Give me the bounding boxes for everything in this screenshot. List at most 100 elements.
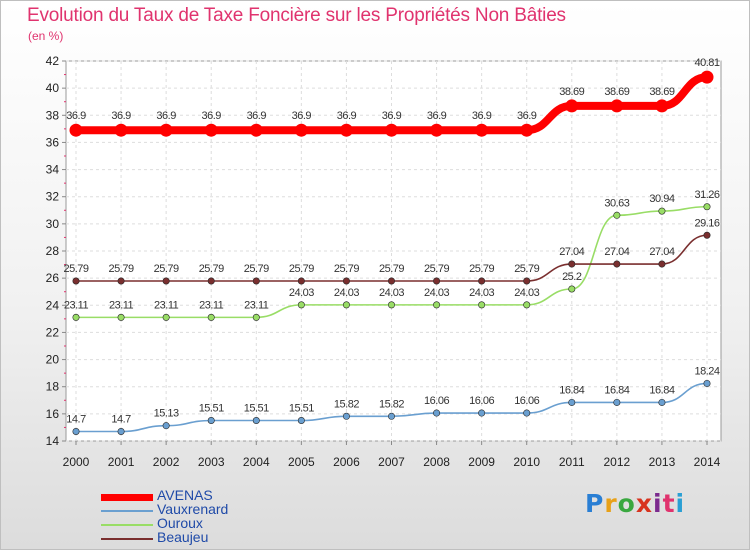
data-label-ouroux: 24.03 xyxy=(514,287,539,299)
data-point-beaujeu xyxy=(568,260,576,268)
data-label-beaujeu: 25.79 xyxy=(514,263,539,275)
data-label-vauxrenard: 15.82 xyxy=(334,398,359,410)
legend-swatch xyxy=(101,524,153,526)
data-label-vauxrenard: 16.06 xyxy=(514,395,539,407)
data-label-ouroux: 25.2 xyxy=(562,271,582,283)
data-point-ouroux xyxy=(433,301,441,309)
series-vauxrenard: 14.7 14.7 15.13 15.51 15.51 15.51 15.82 15.82 16… xyxy=(66,365,720,435)
y-tick-label: 32 xyxy=(46,190,60,204)
data-point-vauxrenard xyxy=(658,398,666,406)
data-label-ouroux: 23.11 xyxy=(64,299,89,311)
logo-letter: i xyxy=(675,489,686,518)
data-point-vauxrenard xyxy=(297,417,305,425)
x-tick-label: 2005 xyxy=(288,455,315,469)
data-point-vauxrenard xyxy=(117,427,125,435)
data-point-vauxrenard xyxy=(387,412,395,420)
data-point-vauxrenard xyxy=(207,417,215,425)
data-label-ouroux: 24.03 xyxy=(334,287,359,299)
data-label-beaujeu: 29.16 xyxy=(694,217,719,229)
y-tick-label: 42 xyxy=(46,54,60,68)
data-label-avenas: 36.9 xyxy=(202,110,222,122)
data-point-beaujeu xyxy=(342,277,350,285)
data-label-vauxrenard: 16.84 xyxy=(559,384,584,396)
y-tick-label: 14 xyxy=(46,434,60,448)
data-point-ouroux xyxy=(703,203,711,211)
data-point-ouroux xyxy=(387,301,395,309)
data-label-avenas: 36.9 xyxy=(156,110,176,122)
data-label-avenas: 38.69 xyxy=(559,86,584,98)
y-tick-label: 38 xyxy=(46,108,60,122)
series-beaujeu: 25.79 25.79 25.79 25.79 25.79 25.79 25.79 25.79… xyxy=(63,217,720,285)
data-point-ouroux xyxy=(117,313,125,321)
data-label-vauxrenard: 15.51 xyxy=(289,403,314,415)
x-tick-label: 2003 xyxy=(198,455,225,469)
data-label-beaujeu: 25.79 xyxy=(63,263,88,275)
legend-label: AVENAS xyxy=(157,487,213,503)
data-label-ouroux: 23.11 xyxy=(154,299,179,311)
y-tick-label: 40 xyxy=(46,81,60,95)
x-tick-label: 2006 xyxy=(333,455,360,469)
x-tick-label: 2010 xyxy=(513,455,540,469)
x-tick-label: 2012 xyxy=(604,455,631,469)
data-label-beaujeu: 25.79 xyxy=(109,263,134,275)
data-point-beaujeu xyxy=(433,277,441,285)
data-label-avenas: 38.69 xyxy=(604,86,629,98)
data-label-vauxrenard: 14.7 xyxy=(66,414,86,426)
data-label-ouroux: 24.03 xyxy=(379,287,404,299)
series-line-ouroux xyxy=(75,205,708,319)
legend-swatch xyxy=(101,538,153,540)
data-label-avenas: 36.9 xyxy=(472,110,492,122)
y-tick-label: 22 xyxy=(46,325,60,339)
data-label-avenas: 36.9 xyxy=(292,110,312,122)
data-point-vauxrenard xyxy=(72,427,80,435)
data-label-vauxrenard: 16.06 xyxy=(424,395,449,407)
data-point-avenas xyxy=(294,123,308,137)
data-label-avenas: 36.9 xyxy=(247,110,267,122)
data-point-beaujeu xyxy=(72,277,80,285)
data-label-beaujeu: 25.79 xyxy=(154,263,179,275)
data-point-vauxrenard xyxy=(568,398,576,406)
data-point-avenas xyxy=(159,123,173,137)
data-label-vauxrenard: 16.06 xyxy=(469,395,494,407)
data-label-ouroux: 30.94 xyxy=(649,193,674,205)
data-label-beaujeu: 25.79 xyxy=(424,263,449,275)
data-point-avenas xyxy=(69,123,83,137)
y-tick-label: 20 xyxy=(46,353,60,367)
data-point-avenas xyxy=(249,123,263,137)
data-point-beaujeu xyxy=(478,277,486,285)
y-tick-label: 16 xyxy=(46,407,60,421)
data-label-vauxrenard: 16.84 xyxy=(604,384,629,396)
legend-label: Vauxrenard xyxy=(157,501,229,517)
series-ouroux: 23.11 23.11 23.11 23.11 23.11 24.03 24.03 24.03… xyxy=(64,189,720,321)
y-tick-label: 28 xyxy=(46,244,60,258)
x-tick-label: 2000 xyxy=(63,455,90,469)
data-point-avenas xyxy=(339,123,353,137)
y-tick-label: 24 xyxy=(46,298,60,312)
data-point-ouroux xyxy=(568,285,576,293)
x-tick-label: 2007 xyxy=(378,455,405,469)
data-point-beaujeu xyxy=(207,277,215,285)
data-label-beaujeu: 27.04 xyxy=(604,246,629,258)
data-point-ouroux xyxy=(523,301,531,309)
data-point-beaujeu xyxy=(523,277,531,285)
data-label-ouroux: 24.03 xyxy=(469,287,494,299)
data-label-avenas: 36.9 xyxy=(517,110,537,122)
data-point-beaujeu xyxy=(658,260,666,268)
logo-letter: x xyxy=(635,489,653,518)
data-label-avenas: 36.9 xyxy=(427,110,447,122)
data-point-avenas xyxy=(610,99,624,113)
data-point-avenas xyxy=(385,123,398,137)
data-label-beaujeu: 27.04 xyxy=(559,246,584,258)
y-tick-label: 34 xyxy=(46,163,60,177)
data-label-avenas: 36.9 xyxy=(66,110,86,122)
data-label-vauxrenard: 15.13 xyxy=(154,408,179,420)
data-label-vauxrenard: 15.51 xyxy=(199,403,224,415)
data-label-ouroux: 24.03 xyxy=(424,287,449,299)
y-tick-label: 30 xyxy=(46,217,60,231)
data-label-vauxrenard: 15.51 xyxy=(244,403,269,415)
y-tick-label: 36 xyxy=(46,135,60,149)
data-point-avenas xyxy=(475,123,489,137)
data-label-vauxrenard: 16.84 xyxy=(649,384,674,396)
data-label-avenas: 40.81 xyxy=(694,57,719,69)
